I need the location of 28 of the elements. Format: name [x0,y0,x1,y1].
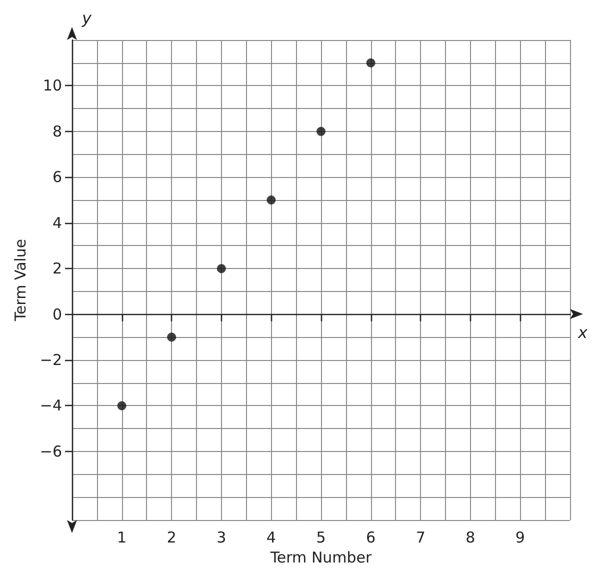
point [216,264,226,274]
x-tick-label: 4 [266,528,276,546]
y-tick-label: 10 [42,76,62,95]
point [366,58,376,68]
x-tick-label: 3 [216,528,226,546]
y-tick-label: −4 [40,396,62,415]
y-axis-title: Term Value [12,238,30,322]
x-tick-label: 1 [117,528,127,546]
x-tick-label: 2 [166,528,176,546]
y-tick-label: 2 [52,260,62,278]
x-tick-label: 9 [515,528,525,546]
y-tick-label: −6 [40,442,62,460]
point [167,332,176,342]
point [117,401,126,410]
y-tick-label: 0 [52,305,62,324]
x-tick-label: 5 [316,528,326,546]
y-tick-label: 6 [52,168,62,186]
x-tick-label: 6 [366,528,376,546]
x-tick-label: 8 [466,528,476,546]
x-axis-title: Term Number [269,548,373,566]
y-tick-label: 4 [52,214,62,232]
y-tick-label: −2 [40,351,62,369]
point [316,126,326,136]
y-tick-label: 8 [52,122,62,140]
point [266,196,276,204]
text: x [577,322,588,342]
text: y [81,8,92,28]
x-tick-label: 7 [416,528,426,546]
